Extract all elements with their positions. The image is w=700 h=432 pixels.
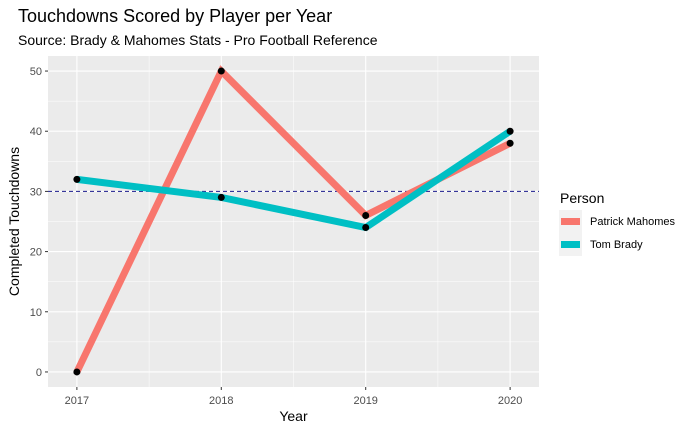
x-axis: 2017 2018 2019 2020 [65,387,522,407]
y-axis-title: Completed Touchdowns [6,147,22,296]
chart-subtitle: Source: Brady & Mahomes Stats - Pro Foot… [18,32,378,48]
data-point [73,368,81,376]
y-tick-label: 10 [30,307,42,319]
x-tick-label: 2018 [209,395,233,407]
legend-title: Person [560,190,604,206]
x-tick-label: 2020 [498,395,522,407]
legend: Person Patrick Mahomes Tom Brady [559,190,675,256]
data-point [506,139,514,147]
data-point [506,127,514,135]
series-lines [73,65,513,374]
legend-items: Patrick Mahomes Tom Brady [559,210,675,256]
y-tick-label: 30 [30,186,42,198]
y-tick-label: 50 [30,66,42,78]
x-tick-label: 2017 [65,395,89,407]
y-tick-label: 40 [30,126,42,138]
legend-label: Patrick Mahomes [590,216,675,228]
data-point [217,67,225,75]
y-tick-label: 0 [36,367,42,379]
data-point [362,224,370,232]
minor-gridlines [48,56,539,387]
y-tick-label: 20 [30,247,42,259]
data-points [73,67,514,376]
data-point [362,211,370,219]
x-tick-label: 2019 [353,395,377,407]
data-point [217,193,225,201]
chart-title: Touchdowns Scored by Player per Year [18,6,333,26]
legend-label: Tom Brady [590,239,643,251]
y-axis: 0 10 20 30 40 50 [30,66,48,379]
data-point [73,175,81,183]
series-line [76,128,513,232]
x-axis-title: Year [279,408,308,424]
